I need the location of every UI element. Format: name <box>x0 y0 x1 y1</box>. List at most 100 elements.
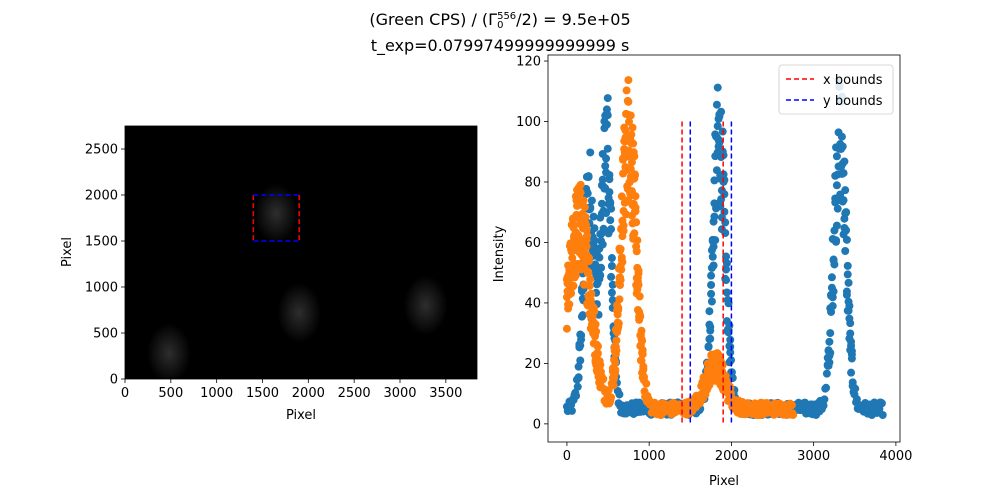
scatter-point-blue <box>606 216 615 225</box>
scatter-point-blue <box>596 271 605 280</box>
scatter-point-blue <box>843 261 852 270</box>
scatter-point-blue <box>720 207 729 216</box>
scatter-point-blue <box>603 111 612 120</box>
title-suffix: /2) = 9.5e+05 <box>516 10 631 29</box>
scatter-point-blue <box>705 307 714 316</box>
scatter-point-orange <box>585 281 594 290</box>
image-x-tick-label: 1000 <box>200 386 233 401</box>
scatter-point-blue <box>707 297 716 306</box>
scatter-point-blue <box>832 181 841 190</box>
image-x-tick-label: 0 <box>121 386 129 401</box>
scatter-point-blue <box>602 120 611 129</box>
scatter-point-blue <box>847 347 856 356</box>
scatter-point-blue <box>832 236 841 245</box>
scatter-point-blue <box>709 242 718 251</box>
scatter-point-blue <box>576 356 585 365</box>
scatter-point-blue <box>598 175 607 184</box>
scatter-point-blue <box>722 288 731 297</box>
scatter-point-blue <box>727 356 736 365</box>
scatter-y-tick-label: 100 <box>516 115 541 130</box>
scatter-point-orange <box>632 218 641 227</box>
scatter-point-orange <box>632 247 641 256</box>
scatter-point-blue <box>722 276 731 285</box>
scatter-point-orange <box>584 269 593 278</box>
title-subscript: 0 <box>497 19 504 31</box>
title-superscript: 556 <box>497 10 517 22</box>
scatter-point-blue <box>825 337 834 346</box>
scatter-point-orange <box>565 300 574 309</box>
scatter-y-tick-label: 120 <box>516 55 541 70</box>
scatter-y-tick-label: 80 <box>524 175 541 190</box>
scatter-point-orange <box>583 231 592 240</box>
scatter-point-orange <box>616 245 625 254</box>
scatter-point-blue <box>707 289 716 298</box>
scatter-point-orange <box>593 349 602 358</box>
scatter-point-blue <box>607 288 616 297</box>
scatter-point-orange <box>615 295 624 304</box>
scatter-point-orange <box>630 229 639 238</box>
scatter-point-blue <box>615 390 624 399</box>
image-y-ticks: 0 500 1000 1500 2000 2500 <box>85 143 125 388</box>
scatter-point-orange <box>621 210 630 219</box>
scatter-point-blue <box>838 142 847 151</box>
image-y-axis-label: Pixel <box>60 237 75 267</box>
scatter-point-orange <box>631 203 640 212</box>
title-script: 556 0 <box>497 10 517 31</box>
scatter-point-orange <box>635 292 644 301</box>
scatter-y-tick-label: 60 <box>524 236 541 251</box>
scatter-point-orange <box>631 192 640 201</box>
image-spot <box>403 275 448 336</box>
scatter-point-orange <box>612 346 621 355</box>
scatter-point-blue <box>841 186 850 195</box>
scatter-point-orange <box>642 379 651 388</box>
image-x-tick-label: 3500 <box>429 386 462 401</box>
scatter-point-blue <box>725 321 734 330</box>
scatter-point-blue <box>819 401 828 410</box>
scatter-point-blue <box>607 225 616 234</box>
scatter-point-blue <box>708 252 717 261</box>
scatter-point-blue <box>820 395 829 404</box>
scatter-point-orange <box>634 280 643 289</box>
scatter-point-blue <box>709 261 718 270</box>
scatter-point-blue <box>842 208 851 217</box>
scatter-point-orange <box>607 393 616 402</box>
scatter-point-blue <box>822 383 831 392</box>
scatter-point-orange <box>590 307 599 316</box>
scatter-point-blue <box>842 226 851 235</box>
scatter-point-blue <box>607 254 616 263</box>
scatter-point-orange <box>626 164 635 173</box>
scatter-point-orange <box>596 360 605 369</box>
scatter-point-orange <box>619 226 628 235</box>
scatter-point-blue <box>587 196 596 205</box>
scatter-point-orange <box>582 242 591 251</box>
scatter-point-blue <box>573 382 582 391</box>
scatter-point-blue <box>845 301 854 310</box>
scatter-point-blue <box>822 369 831 378</box>
scatter-point-orange <box>587 289 596 298</box>
scatter-point-orange <box>629 139 638 148</box>
image-spot <box>277 282 322 343</box>
scatter-point-orange <box>789 410 798 419</box>
scatter-point-blue <box>598 240 607 249</box>
scatter-point-orange <box>628 123 637 132</box>
scatter-point-blue <box>574 374 583 383</box>
scatter-x-ticks: 0 1000 2000 3000 4000 <box>563 442 912 464</box>
image-x-tick-label: 2000 <box>292 386 325 401</box>
scatter-point-blue <box>713 83 722 92</box>
scatter-point-blue <box>832 221 841 230</box>
scatter-point-blue <box>704 342 713 351</box>
scatter-point-orange <box>638 346 647 355</box>
scatter-point-orange <box>630 152 639 161</box>
scatter-x-tick-label: 3000 <box>797 449 830 464</box>
scatter-point-blue <box>726 348 735 357</box>
image-y-tick-label: 2500 <box>85 143 118 158</box>
scatter-point-blue <box>586 148 595 157</box>
scatter-point-blue <box>837 132 846 141</box>
scatter-point-blue <box>706 322 715 331</box>
scatter-point-orange <box>627 130 636 139</box>
scatter-point-blue <box>828 302 837 311</box>
scatter-point-orange <box>576 188 585 197</box>
scatter-point-orange <box>571 271 580 280</box>
scatter-point-orange <box>586 275 595 284</box>
